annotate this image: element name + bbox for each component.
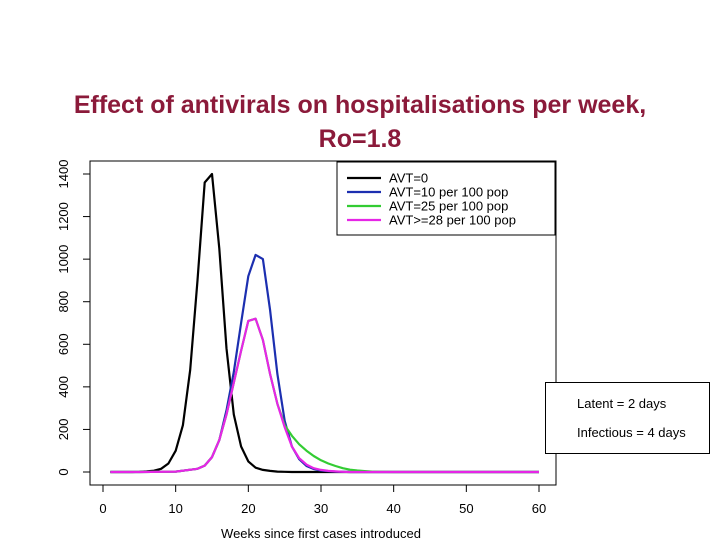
x-axis: 0 10 20 30 40 50 60 <box>99 484 546 516</box>
slide-title-line-1: Effect of antivirals on hospitalisations… <box>73 91 647 119</box>
legend-label-4: AVT>=28 per 100 pop <box>389 213 516 228</box>
legend-label-2: AVT=10 per 100 pop <box>389 185 508 200</box>
legend-box <box>336 161 556 236</box>
y-tick-label: 1200 <box>56 202 71 231</box>
series-line-3 <box>110 317 539 474</box>
x-tick-label: 0 <box>99 501 106 516</box>
y-tick-label: 1400 <box>56 160 71 189</box>
x-tick-label: 60 <box>532 501 546 516</box>
x-axis-title: Weeks since first cases introduced <box>221 526 421 540</box>
y-tick-label: 600 <box>56 333 71 355</box>
x-tick-label: 10 <box>168 501 182 516</box>
x-tick-label: 20 <box>241 501 255 516</box>
y-axis: 0 200 400 600 800 1000 1200 1400 <box>56 160 91 476</box>
infectious-note: Infectious = 4 days <box>577 425 686 440</box>
y-tick-label: 1000 <box>56 245 71 274</box>
y-tick-label: 200 <box>56 419 71 441</box>
y-tick-label: 400 <box>56 376 71 398</box>
legend-label-3: AVT=25 per 100 pop <box>389 199 508 214</box>
y-tick-label: 800 <box>56 291 71 313</box>
series-line-4 <box>110 317 539 474</box>
latent-note: Latent = 2 days <box>577 396 667 411</box>
series-line-2 <box>110 253 539 474</box>
y-tick-label: 0 <box>56 468 71 475</box>
x-tick-label: 50 <box>459 501 473 516</box>
x-tick-label: 30 <box>314 501 328 516</box>
slide-title-line-2: Ro=1.8 <box>318 125 402 153</box>
x-tick-label: 40 <box>386 501 400 516</box>
parameter-note-box: Latent = 2 days Infectious = 4 days <box>545 382 710 454</box>
legend-label-1: AVT=0 <box>389 171 428 186</box>
series-layer <box>110 172 539 474</box>
slide-title: Effect of antivirals on hospitalisations… <box>0 88 720 156</box>
